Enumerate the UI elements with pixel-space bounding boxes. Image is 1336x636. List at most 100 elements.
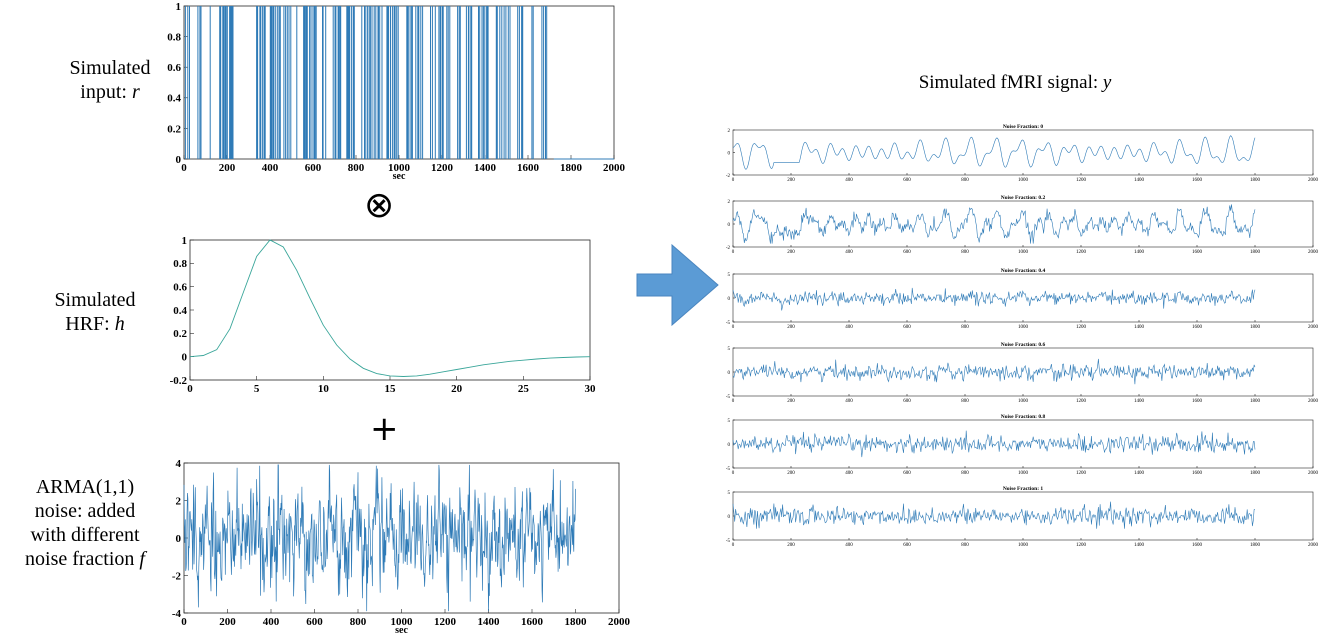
y-tick-label: 0.6: [167, 62, 181, 74]
x-tick-label: 2000: [1308, 399, 1319, 404]
x-tick-label: 1400: [1134, 471, 1145, 476]
chart-fmri_1: Noise Fraction: 1 0 200 400 600 800 1000 1200 14…: [726, 486, 1319, 548]
y-tick-label: 0.4: [167, 93, 181, 105]
x-tick-label: 2000: [1308, 471, 1319, 476]
convolution-symbol: ⊗: [364, 185, 395, 226]
x-axis-label: sec: [395, 625, 408, 636]
fmri-title-var: y: [1102, 72, 1112, 93]
y-tick-label: -2: [726, 174, 731, 179]
y-tick-label: 0: [176, 154, 182, 166]
y-tick-label: 0: [728, 297, 731, 302]
x-tick-label: 0: [732, 325, 735, 330]
noise-series: [183, 464, 576, 612]
x-tick-label: 1800: [1250, 471, 1261, 476]
noise-label-text: noise fraction: [25, 548, 140, 570]
input-label-line1: Simulated: [69, 57, 151, 79]
x-tick-label: 25: [518, 383, 530, 395]
fmri-title-text: Simulated fMRI signal:: [918, 72, 1103, 93]
y-tick-label: 2: [728, 200, 731, 205]
y-tick-label: -5: [726, 467, 731, 472]
y-tick-label: 0.4: [173, 305, 187, 317]
x-tick-label: 600: [903, 250, 911, 255]
x-tick-label: 800: [348, 162, 365, 174]
x-tick-label: 0: [732, 250, 735, 255]
chart-title: Noise Fraction: 1: [1003, 486, 1044, 492]
fmri-series: [732, 501, 1256, 529]
x-tick-label: 600: [306, 616, 323, 628]
x-tick-label: 0: [732, 543, 735, 548]
x-tick-label: 1800: [1250, 325, 1261, 330]
x-tick-label: 800: [961, 543, 969, 548]
x-tick-label: 1000: [1018, 178, 1029, 183]
x-tick-label: 1600: [1192, 178, 1203, 183]
fmri-series: [732, 135, 1256, 170]
fmri-title: Simulated fMRI signal: y: [850, 71, 1180, 95]
x-tick-label: 600: [305, 162, 322, 174]
input-label: Simulated input: r: [40, 56, 180, 104]
x-tick-label: 400: [845, 543, 853, 548]
hrf-label-line2: HRF: h: [25, 312, 165, 336]
y-tick-label: 0.2: [167, 123, 181, 135]
x-tick-label: 600: [903, 325, 911, 330]
noise-label-line3: with different: [30, 524, 140, 546]
x-tick-label: 1200: [1076, 471, 1087, 476]
chart-fmri_0: Noise Fraction: 0 0 200 400 600 800 1000 1200 14…: [726, 124, 1319, 183]
fmri-series: [732, 204, 1256, 244]
x-tick-label: 2000: [608, 616, 631, 628]
x-tick-label: 1000: [388, 162, 411, 174]
x-tick-label: 800: [961, 471, 969, 476]
x-tick-label: 1000: [1018, 325, 1029, 330]
noise-label-line1: ARMA(1,1): [35, 476, 135, 498]
x-tick-label: 1200: [1076, 399, 1087, 404]
x-tick-label: 400: [845, 178, 853, 183]
x-tick-label: 1400: [1134, 325, 1145, 330]
x-tick-label: 400: [262, 162, 279, 174]
y-tick-label: -0.2: [170, 375, 188, 387]
x-tick-label: 1600: [521, 616, 544, 628]
x-tick-label: 1400: [1134, 178, 1145, 183]
y-tick-label: -4: [172, 608, 182, 620]
hrf-label-text: HRF:: [65, 313, 115, 335]
x-tick-label: 1200: [1076, 325, 1087, 330]
hrf-label-var: h: [114, 313, 125, 335]
plot-frame: [183, 5, 615, 160]
y-tick-label: -2: [726, 246, 731, 251]
x-tick-label: 1000: [1018, 250, 1029, 255]
input-label-var: r: [131, 81, 140, 103]
x-tick-label: 200: [219, 616, 236, 628]
x-tick-label: 1600: [1192, 250, 1203, 255]
y-tick-label: -5: [726, 539, 731, 544]
x-tick-label: 1800: [1250, 178, 1261, 183]
x-axis-label: sec: [393, 171, 406, 182]
chart-fmri_06: Noise Fraction: 0.6 0 200 400 600 800 1000 1200…: [726, 342, 1319, 404]
chart-fmri_08: Noise Fraction: 0.8 0 200 400 600 800 1000 1200…: [726, 414, 1319, 476]
x-tick-label: 1600: [1192, 471, 1203, 476]
x-tick-label: 1000: [1018, 399, 1029, 404]
hrf-series: [189, 239, 591, 377]
x-tick-label: 0: [732, 471, 735, 476]
chart-noise: 0 200 400 600 800 1000 1200 1400 1600 1800 2000 -4 -…: [172, 458, 631, 636]
y-tick-label: -5: [726, 395, 731, 400]
input-label-line2: input: r: [40, 80, 180, 104]
x-tick-label: 1400: [478, 616, 501, 628]
chart-title: Noise Fraction: 0.8: [1001, 414, 1046, 420]
y-tick-label: 0.2: [173, 328, 187, 340]
chart-title: Noise Fraction: 0.6: [1001, 342, 1046, 348]
x-tick-label: 1000: [391, 616, 414, 628]
x-tick-label: 200: [787, 543, 795, 548]
chart-fmri_04: Noise Fraction: 0.4 0 200 400 600 800 1000 1200…: [726, 268, 1319, 330]
x-tick-label: 800: [350, 616, 367, 628]
x-tick-label: 1400: [1134, 543, 1145, 548]
x-tick-label: 1600: [517, 162, 540, 174]
hrf-label: Simulated HRF: h: [25, 288, 165, 336]
x-tick-label: 1600: [1192, 325, 1203, 330]
x-tick-label: 1800: [560, 162, 583, 174]
x-tick-label: 2000: [1308, 325, 1319, 330]
x-tick-label: 15: [385, 383, 397, 395]
x-tick-label: 1200: [1076, 178, 1087, 183]
y-tick-label: 4: [176, 458, 182, 470]
x-tick-label: 1200: [434, 616, 457, 628]
chart-title: Noise Fraction: 0: [1003, 124, 1044, 130]
x-tick-label: 0: [732, 178, 735, 183]
